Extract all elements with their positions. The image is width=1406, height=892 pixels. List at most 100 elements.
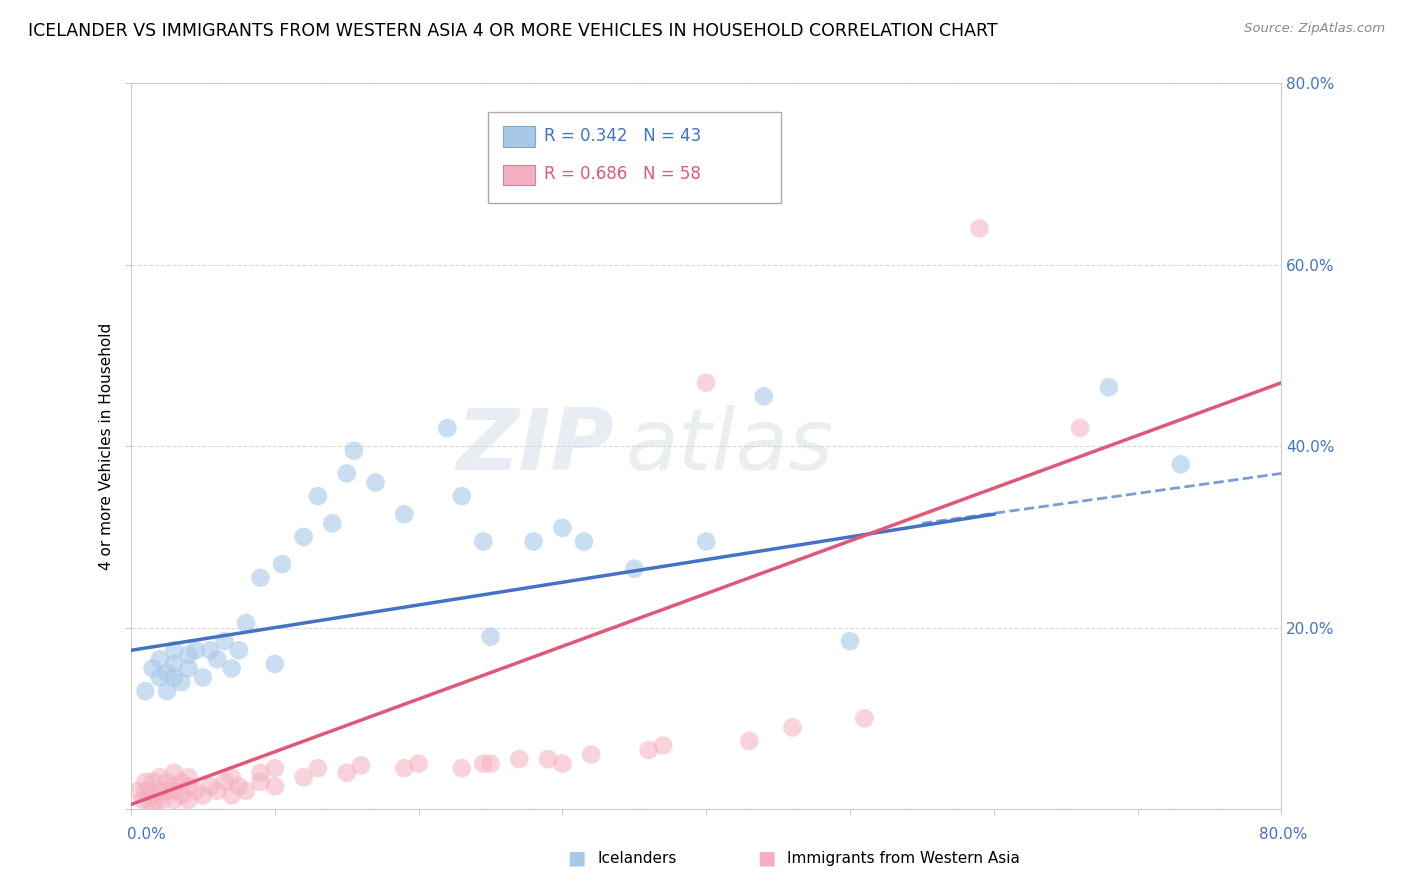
Text: Immigrants from Western Asia: Immigrants from Western Asia <box>787 851 1021 865</box>
Point <box>163 671 186 685</box>
Point <box>350 758 373 772</box>
Point <box>163 780 186 794</box>
Text: R = 0.342   N = 43: R = 0.342 N = 43 <box>544 127 702 145</box>
Point <box>472 756 495 771</box>
Point <box>214 634 236 648</box>
Point <box>228 780 250 794</box>
Point <box>131 793 153 807</box>
Point <box>839 634 862 648</box>
Point <box>142 797 165 812</box>
Point <box>321 516 343 531</box>
Point <box>271 557 294 571</box>
Text: Icelanders: Icelanders <box>598 851 676 865</box>
Point <box>364 475 387 490</box>
Point <box>163 784 186 798</box>
Point <box>142 661 165 675</box>
Point <box>523 534 546 549</box>
Point <box>177 770 200 784</box>
Text: ICELANDER VS IMMIGRANTS FROM WESTERN ASIA 4 OR MORE VEHICLES IN HOUSEHOLD CORREL: ICELANDER VS IMMIGRANTS FROM WESTERN ASI… <box>28 22 998 40</box>
Point <box>177 793 200 807</box>
Point <box>142 774 165 789</box>
Bar <box>502 165 534 185</box>
Point <box>572 534 595 549</box>
Point <box>1170 458 1192 472</box>
Point <box>336 765 359 780</box>
Point <box>177 648 200 662</box>
Point <box>146 793 169 807</box>
Point <box>228 643 250 657</box>
Point <box>191 671 214 685</box>
Point <box>156 774 179 789</box>
Text: R = 0.686   N = 58: R = 0.686 N = 58 <box>544 165 700 183</box>
Point <box>156 684 179 698</box>
Point <box>450 761 472 775</box>
Point <box>408 756 430 771</box>
Point <box>191 789 214 803</box>
Point <box>782 720 804 734</box>
Point <box>249 774 271 789</box>
Point <box>127 784 149 798</box>
Point <box>163 643 186 657</box>
Text: 0.0%: 0.0% <box>127 827 166 841</box>
Point <box>184 643 207 657</box>
Point <box>472 534 495 549</box>
Point <box>134 784 156 798</box>
Point <box>221 661 243 675</box>
Point <box>738 734 761 748</box>
Point <box>142 789 165 803</box>
Point <box>198 780 221 794</box>
Point <box>292 770 315 784</box>
Text: ■: ■ <box>567 848 586 868</box>
Point <box>134 684 156 698</box>
Point <box>198 643 221 657</box>
Point <box>479 756 502 771</box>
Point <box>184 784 207 798</box>
Point <box>307 489 329 503</box>
Point <box>263 780 285 794</box>
Point <box>149 770 172 784</box>
Bar <box>502 127 534 146</box>
Point <box>637 743 659 757</box>
Point <box>579 747 602 762</box>
Point <box>177 661 200 675</box>
Point <box>221 770 243 784</box>
Point <box>235 616 257 631</box>
Point <box>450 489 472 503</box>
Point <box>343 443 366 458</box>
Point <box>156 665 179 680</box>
Point <box>336 467 359 481</box>
Point <box>235 784 257 798</box>
Point <box>136 793 159 807</box>
Point <box>170 675 193 690</box>
Point <box>207 652 229 666</box>
Text: ZIP: ZIP <box>457 405 614 488</box>
Point <box>695 376 717 390</box>
Text: ■: ■ <box>756 848 776 868</box>
Point <box>1069 421 1091 435</box>
Point <box>551 756 574 771</box>
Point <box>163 793 186 807</box>
Point <box>214 774 236 789</box>
Point <box>249 571 271 585</box>
Point <box>537 752 560 766</box>
Point <box>307 761 329 775</box>
Point <box>652 739 675 753</box>
Point <box>853 711 876 725</box>
Point <box>207 784 229 798</box>
Point <box>249 765 271 780</box>
Point <box>163 657 186 671</box>
Point <box>1098 380 1121 394</box>
Point <box>292 530 315 544</box>
Point <box>177 780 200 794</box>
Point <box>170 774 193 789</box>
Text: atlas: atlas <box>626 405 834 488</box>
Point <box>394 508 416 522</box>
Point <box>221 789 243 803</box>
Point <box>152 793 174 807</box>
Point <box>170 789 193 803</box>
Point <box>134 774 156 789</box>
Point <box>436 421 458 435</box>
Text: Source: ZipAtlas.com: Source: ZipAtlas.com <box>1244 22 1385 36</box>
Y-axis label: 4 or more Vehicles in Household: 4 or more Vehicles in Household <box>100 323 114 570</box>
Point <box>138 784 160 798</box>
